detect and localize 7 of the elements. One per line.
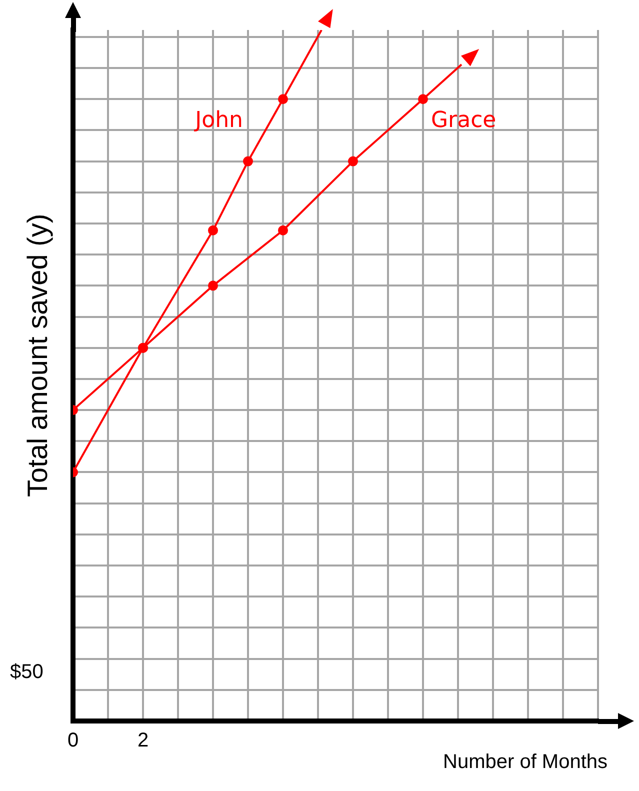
series-label: John xyxy=(193,108,243,133)
x-axis-title: Number of Months xyxy=(443,751,608,774)
series-label: Grace xyxy=(431,108,496,133)
y-axis-title: Total amount saved (y) xyxy=(22,214,54,497)
x-tick-label: 2 xyxy=(137,730,149,752)
x-tick-label: 0 xyxy=(67,730,79,752)
text: $50 xyxy=(10,661,44,684)
